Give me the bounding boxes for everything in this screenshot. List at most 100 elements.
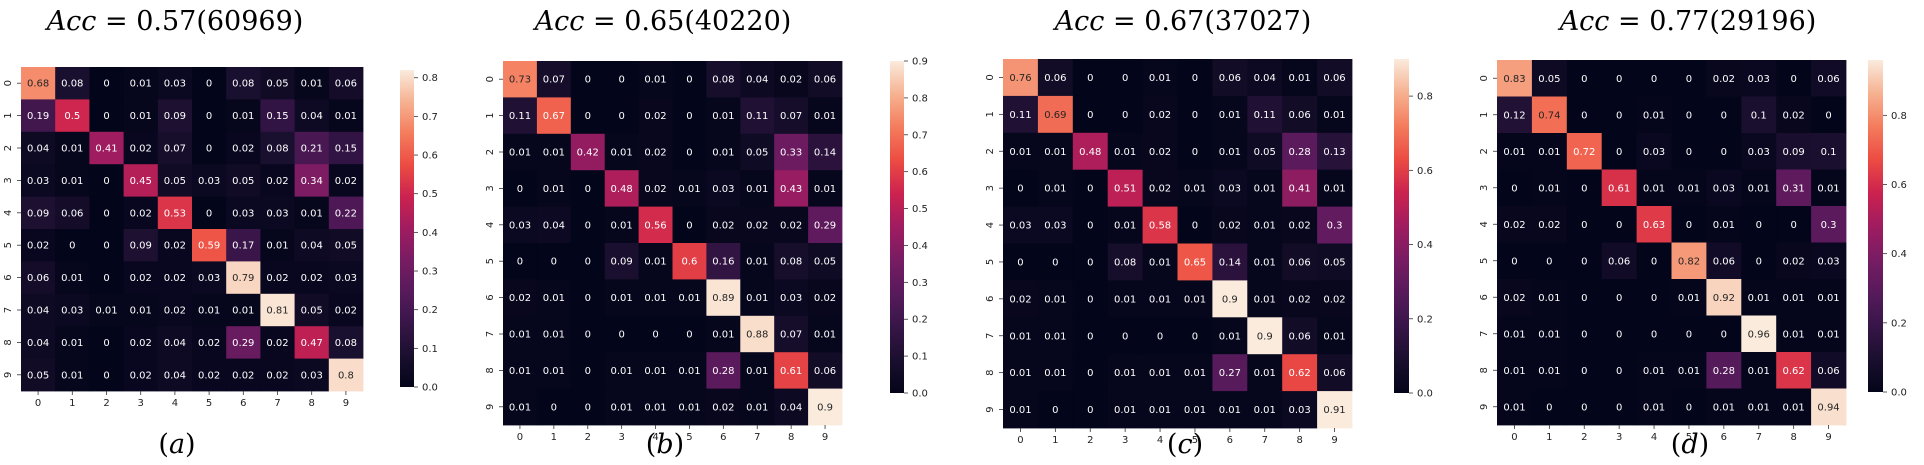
heatmap-cell-r1-c4 [638,97,673,135]
heatmap-cell-r0-c7 [1247,59,1283,97]
cell-value-r4-c0: 0.03 [1009,221,1031,232]
cell-value-r4-c3: 0 [1616,220,1622,231]
cell-value-r5-c2: 0 [1581,256,1587,267]
cell-value-r3-c3: 0.51 [1114,184,1136,195]
heatmap-cell-r7-c0 [503,315,538,353]
cell-value-r0-c2: 0 [585,75,591,86]
cell-value-r2-c0: 0.04 [27,144,49,155]
cell-value-r5-c6: 0.17 [232,241,254,252]
cell-value-r6-c8: 0.03 [780,293,802,304]
cell-value-r7-c3: 0 [1122,331,1128,342]
cell-value-r9-c4: 0.01 [1643,402,1665,413]
cell-value-r4-c6: 0.02 [1219,221,1241,232]
y-tick-label: 1 [985,111,996,117]
confusion-matrix-panel-a: Acc = 0.57(60969)0.68 0.08 0 0.01 0.03 0 0.08 0… [3,6,438,460]
panel-title-value: = 0.67(37027) [1104,6,1311,37]
cell-value-r2-c1: 0.01 [543,148,565,159]
cell-value-r8-c2: 0 [103,338,109,349]
x-tick-label: 1 [551,432,557,443]
x-tick-label: 2 [1581,432,1587,443]
heatmap-cell-r9-c9 [808,388,843,426]
heatmap-cell-r4-c2 [1566,206,1603,243]
heatmap-cell-r9-c9 [1317,391,1353,429]
x-tick-label: 2 [1087,435,1093,446]
heatmap-cell-r8-c2 [89,326,124,359]
cell-value-r6-c9: 0.03 [335,273,357,284]
cell-value-r2-c0: 0.01 [1009,147,1031,158]
cell-value-r3-c0: 0 [517,184,523,195]
heatmap-cell-r9-c1 [1037,391,1074,429]
cell-value-r5-c7: 0.01 [746,257,768,268]
heatmap-cell-r7-c3 [1601,315,1637,353]
heatmap-cell-r5-c9 [808,243,843,280]
heatmap-cell-r9-c2 [89,358,124,392]
heatmap-cell-r0-c2 [89,67,124,100]
colorbar-tick-label: 0.0 [1891,388,1907,399]
heatmap-cell-r0-c8 [774,61,809,98]
y-tick-label: 6 [485,294,496,300]
heatmap-cell-r3-c3 [1601,169,1637,207]
cell-value-r5-c7: 0.01 [1254,257,1276,268]
heatmap-cell-r7-c0 [1497,315,1533,353]
cell-value-r2-c0: 0.01 [1503,147,1525,158]
heatmap-cell-r6-c3 [1107,280,1143,318]
heatmap-cell-r6-c7 [1741,279,1777,316]
cell-value-r2-c2: 0.42 [577,148,599,159]
heatmap-cell-r4-c8 [1776,206,1812,243]
cell-value-r4-c3: 0.02 [130,208,152,219]
colorbar-tick-label: 0.8 [1891,111,1907,122]
heatmap-cell-r1-c3 [123,99,159,133]
heatmap-cell-r0-c4 [157,67,193,100]
heatmap-cell-r9-c5 [1177,391,1213,429]
cell-value-r1-c7: 0.15 [266,111,288,122]
heatmap-cell-r1-c0 [1497,96,1533,134]
cell-value-r5-c2: 0 [1087,257,1093,268]
heatmap-cell-r3-c0 [1497,169,1533,207]
cell-value-r0-c9: 0.06 [1323,73,1345,84]
heatmap-cell-r5-c9 [1317,243,1353,281]
cell-value-r7-c1: 0.01 [543,330,565,341]
heatmap-cell-r1-c4 [1636,96,1672,134]
heatmap-cell-r3-c5 [1671,169,1707,207]
heatmap-cell-r2-c0 [503,133,538,171]
heatmap-cell-r4-c5 [192,196,227,230]
y-tick-label: 0 [3,80,14,86]
cell-value-r8-c3: 0.02 [130,338,152,349]
heatmap-cell-r6-c4 [638,279,673,317]
cell-value-r7-c3: 0 [1616,329,1622,340]
y-tick-label: 6 [1479,294,1490,300]
heatmap-cell-r1-c3 [604,97,639,135]
heatmap-cell-r2-c6 [226,131,261,165]
heatmap-cell-r8-c9 [1317,354,1353,392]
y-tick-label: 3 [485,185,496,191]
heatmap-cell-r8-c6 [706,352,741,389]
cell-value-r6-c5: 0.01 [1678,293,1700,304]
heatmap-cell-r5-c3 [1107,243,1143,281]
heatmap-cell-r3-c5 [672,170,707,207]
cell-value-r4-c7: 0.02 [746,220,768,231]
cell-value-r3-c2: 0 [585,184,591,195]
cell-value-r7-c9: 0.01 [1817,329,1839,340]
y-tick-label: 1 [3,112,14,118]
y-tick-label: 9 [485,404,496,410]
cell-value-r8-c2: 0 [585,366,591,377]
heatmap-cell-r8-c4 [1142,354,1178,392]
cell-value-r8-c6: 0.28 [1713,366,1735,377]
heatmap-cell-r8-c6 [1212,354,1248,392]
cell-value-r1-c0: 0.12 [1503,110,1525,121]
x-tick-label: 1 [69,398,75,409]
cell-value-r7-c7: 0.81 [266,306,288,317]
cell-value-r9-c2: 0 [1087,405,1093,416]
x-tick-label: 8 [309,398,315,409]
cell-value-r2-c4: 0.03 [1643,147,1665,158]
heatmap-cell-r0-c3 [123,67,159,100]
heatmap-cell-r5-c6 [706,243,741,280]
heatmap-cell-r4-c5 [672,206,707,244]
cell-value-r1-c9: 0.01 [335,111,357,122]
cell-value-r6-c7: 0.02 [266,273,288,284]
cell-value-r4-c5: 0 [1192,221,1198,232]
heatmap-cell-r9-c4 [1636,388,1672,426]
y-tick-label: 7 [3,307,14,313]
colorbar-tick-label: 0.6 [912,167,928,178]
x-tick-label: 4 [1157,435,1163,446]
